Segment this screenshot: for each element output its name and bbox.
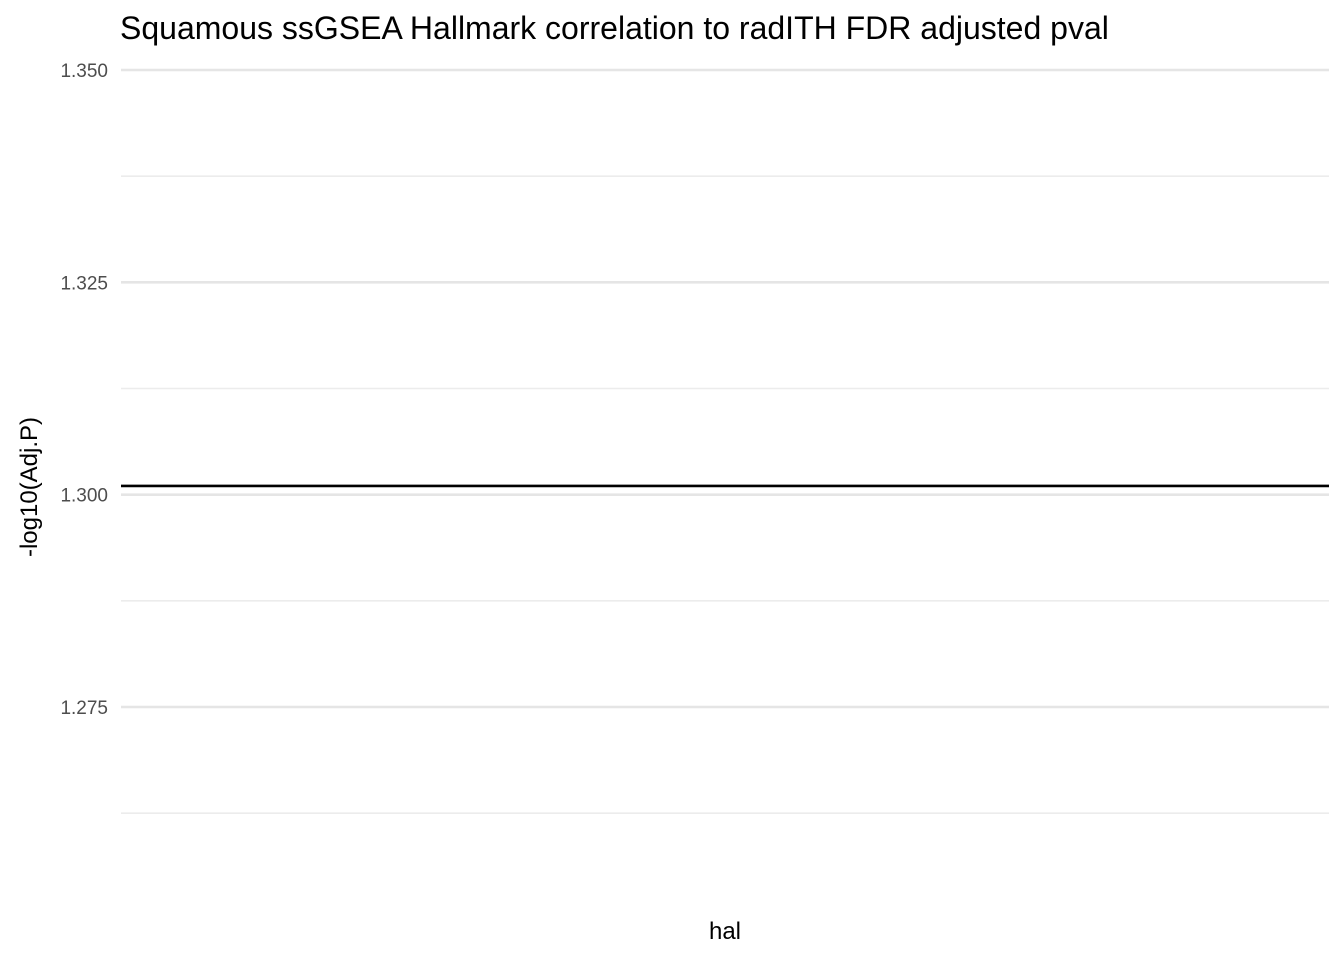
y-tick-label: 1.300 — [60, 486, 108, 507]
y-tick-labels: 1.350 1.325 1.300 1.275 — [60, 61, 108, 719]
y-tick-label: 1.325 — [60, 273, 108, 294]
chart-title: Squamous ssGSEA Hallmark correlation to … — [120, 10, 1109, 46]
y-tick-label: 1.350 — [60, 61, 108, 82]
y-axis-title: -log10(Adj.P) — [16, 417, 43, 557]
grid — [121, 68, 1329, 814]
x-axis-title: hal — [709, 918, 741, 945]
y-tick-label: 1.275 — [60, 698, 108, 719]
